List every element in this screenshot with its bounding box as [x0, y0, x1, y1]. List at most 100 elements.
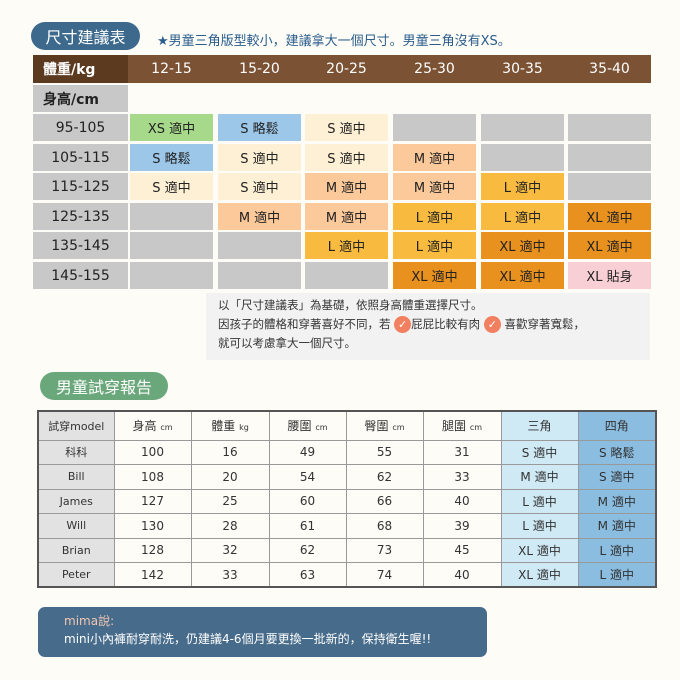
table-cell: 62 [268, 537, 347, 563]
column-header: 四角 [577, 410, 657, 441]
size-cell [568, 114, 651, 141]
table-cell: 130 [113, 513, 192, 539]
weight-range: 20-25 [326, 61, 367, 77]
table-cell: 62 [345, 464, 424, 490]
weight-range: 25-30 [414, 61, 455, 77]
table-cell: S 適中 [577, 464, 657, 490]
table-cell: 54 [268, 464, 347, 490]
mima-note: mima說: mini小內褲耐穿耐洗，仍建議4-6個月要更換一批新的，保持衛生喔… [38, 607, 487, 657]
table-cell: 61 [268, 513, 347, 539]
table-cell: 55 [345, 439, 424, 465]
weight-range: 15-20 [239, 61, 280, 77]
model-name: Will [37, 513, 115, 539]
table-cell: S 略鬆 [577, 439, 657, 465]
table-row: Peter 142 33 63 74 40 XL 適中 L 適中 [37, 562, 657, 588]
table-cell: 142 [113, 562, 192, 588]
column-header: 三角 [500, 410, 579, 441]
weight-range: 30-35 [502, 61, 543, 77]
size-cell: XL 適中 [481, 262, 564, 289]
advice-line: 以「尺寸建議表」為基礎，依照身高體重選擇尺寸。 [218, 298, 483, 312]
table-cell: 74 [345, 562, 424, 588]
table-cell: 100 [113, 439, 192, 465]
table-row: Brian 128 32 62 73 45 XL 適中 L 適中 [37, 537, 657, 563]
table-cell: 28 [190, 513, 270, 539]
weight-range: 35-40 [589, 61, 630, 77]
table-cell: 32 [190, 537, 270, 563]
column-header: 腰圍 cm [268, 410, 347, 441]
size-cell [130, 232, 213, 259]
size-cell [568, 144, 651, 171]
model-name: Peter [37, 562, 115, 588]
header-row: 試穿model 身高 cm 體重 kg 腰圍 cm 臀圍 cm 腿圍 cm 三角 四角 [37, 410, 657, 441]
table-cell: M 適中 [500, 464, 579, 490]
table-cell: 68 [345, 513, 424, 539]
table-cell: M 適中 [577, 488, 657, 514]
height-header: 身高/cm [33, 85, 128, 112]
table-cell: 127 [113, 488, 192, 514]
table-cell: 49 [268, 439, 347, 465]
column-header: 臀圍 cm [345, 410, 424, 441]
size-chart-title: 尺寸建議表 [31, 22, 140, 50]
size-cell: L 適中 [481, 173, 564, 200]
size-cell [218, 232, 301, 259]
unit-label: cm [315, 423, 328, 433]
table-cell: L 適中 [577, 537, 657, 563]
unit-label: cm [392, 423, 405, 433]
table-row: James 127 25 60 66 40 L 適中 M 適中 [37, 488, 657, 514]
table-cell: XL 適中 [500, 537, 579, 563]
model-name: Bill [37, 464, 115, 490]
height-range: 135-145 [33, 232, 128, 259]
unit-label: kg [239, 423, 249, 433]
table-row: Will 130 28 61 68 39 L 適中 M 適中 [37, 513, 657, 539]
table-cell: 33 [190, 562, 270, 588]
size-cell: S 適中 [218, 144, 301, 171]
unit-label: cm [469, 423, 483, 433]
mima-text: mini小內褲耐穿耐洗，仍建議4-6個月要更換一批新的，保持衛生喔!! [64, 632, 432, 646]
check-icon: ✓ [394, 316, 412, 333]
mima-label: mima說: [64, 614, 115, 628]
size-cell: L 適中 [305, 232, 388, 259]
size-cell: M 適中 [305, 203, 388, 230]
advice-line: 就可以考慮拿大一個尺寸。 [218, 336, 356, 350]
check-icon: ✓ [483, 316, 501, 333]
column-header: 體重 kg [190, 410, 270, 441]
size-note: ★男童三角版型較小，建議拿大一個尺寸。男童三角沒有XS。 [157, 34, 511, 49]
column-header: 腿圍 cm [422, 410, 502, 441]
advice-text: 因孩子的體格和穿著喜好不同，若 [218, 317, 391, 331]
size-cell: M 適中 [218, 203, 301, 230]
table-cell: 31 [422, 439, 502, 465]
column-header: 試穿model [37, 410, 115, 441]
size-cell: L 適中 [393, 232, 476, 259]
table-cell: L 適中 [500, 488, 579, 514]
model-name: 科科 [37, 439, 115, 465]
table-cell: 108 [113, 464, 192, 490]
table-cell: S 適中 [500, 439, 579, 465]
table-cell: 39 [422, 513, 502, 539]
size-cell: S 適中 [305, 114, 388, 141]
size-cell: XL 適中 [568, 232, 651, 259]
size-cell [481, 114, 564, 141]
table-cell: L 適中 [500, 513, 579, 539]
size-cell [481, 144, 564, 171]
weight-range: 12-15 [151, 61, 192, 77]
size-cell: S 略鬆 [218, 114, 301, 141]
table-cell: 60 [268, 488, 347, 514]
height-range: 95-105 [33, 114, 128, 141]
size-cell [568, 173, 651, 200]
unit-label: cm [160, 423, 173, 433]
table-cell: 45 [422, 537, 502, 563]
size-cell: S 適中 [305, 144, 388, 171]
size-cell [305, 262, 388, 289]
size-cell: XL 適中 [481, 232, 564, 259]
table-cell: 16 [190, 439, 270, 465]
size-cell: L 適中 [481, 203, 564, 230]
table-row: 科科 100 16 49 55 31 S 適中 S 略鬆 [37, 439, 657, 465]
size-cell: M 適中 [305, 173, 388, 200]
size-cell: XL 適中 [568, 203, 651, 230]
size-cell [393, 114, 476, 141]
header-label: 身高 [132, 419, 157, 434]
table-cell: L 適中 [577, 562, 657, 588]
height-range: 145-155 [33, 262, 128, 289]
header-label: 試穿model [48, 419, 105, 433]
weight-header: 體重/kg [33, 55, 128, 83]
